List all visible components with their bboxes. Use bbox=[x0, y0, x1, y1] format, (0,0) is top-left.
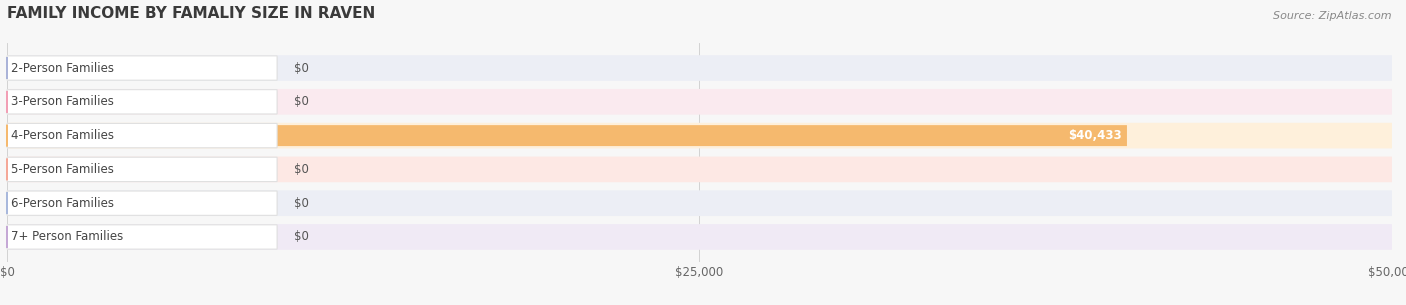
FancyBboxPatch shape bbox=[7, 156, 1392, 182]
FancyBboxPatch shape bbox=[7, 90, 277, 114]
FancyBboxPatch shape bbox=[7, 89, 1392, 115]
FancyBboxPatch shape bbox=[7, 225, 277, 249]
FancyBboxPatch shape bbox=[7, 191, 277, 215]
FancyBboxPatch shape bbox=[7, 124, 277, 148]
Text: 6-Person Families: 6-Person Families bbox=[11, 197, 114, 210]
FancyBboxPatch shape bbox=[121, 58, 277, 78]
FancyBboxPatch shape bbox=[7, 224, 1392, 250]
Text: FAMILY INCOME BY FAMALIY SIZE IN RAVEN: FAMILY INCOME BY FAMALIY SIZE IN RAVEN bbox=[7, 6, 375, 21]
Text: 7+ Person Families: 7+ Person Families bbox=[11, 231, 124, 243]
FancyBboxPatch shape bbox=[7, 56, 277, 80]
FancyBboxPatch shape bbox=[7, 123, 1392, 149]
Text: $0: $0 bbox=[294, 163, 308, 176]
FancyBboxPatch shape bbox=[7, 190, 1392, 216]
FancyBboxPatch shape bbox=[7, 157, 277, 181]
FancyBboxPatch shape bbox=[7, 55, 1392, 81]
Text: $0: $0 bbox=[294, 62, 308, 74]
Text: 3-Person Families: 3-Person Families bbox=[11, 95, 114, 108]
Text: $0: $0 bbox=[294, 95, 308, 108]
Text: $0: $0 bbox=[294, 197, 308, 210]
FancyBboxPatch shape bbox=[121, 227, 277, 247]
Text: 4-Person Families: 4-Person Families bbox=[11, 129, 114, 142]
Text: Source: ZipAtlas.com: Source: ZipAtlas.com bbox=[1274, 11, 1392, 21]
Text: 2-Person Families: 2-Person Families bbox=[11, 62, 114, 74]
FancyBboxPatch shape bbox=[121, 193, 277, 213]
FancyBboxPatch shape bbox=[121, 159, 277, 180]
Text: $40,433: $40,433 bbox=[1067, 129, 1122, 142]
FancyBboxPatch shape bbox=[7, 125, 1128, 146]
FancyBboxPatch shape bbox=[121, 92, 277, 112]
Text: 5-Person Families: 5-Person Families bbox=[11, 163, 114, 176]
Text: $0: $0 bbox=[294, 231, 308, 243]
